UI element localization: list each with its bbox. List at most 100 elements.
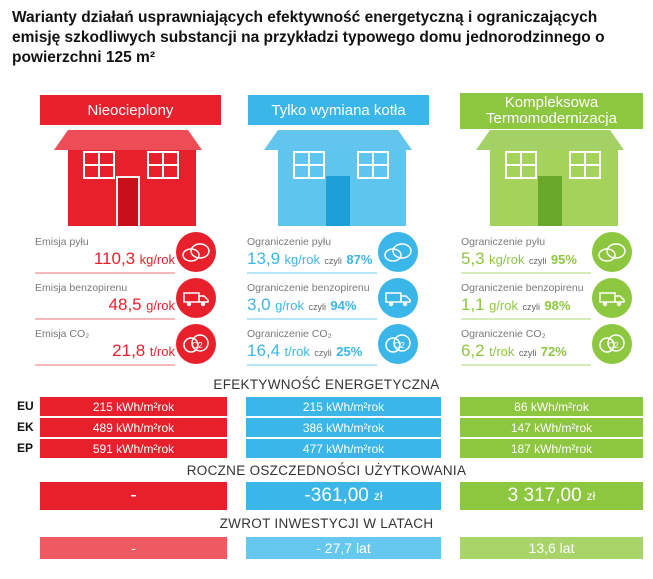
infographic-title: Warianty działań usprawniających efektyw… — [12, 9, 605, 66]
stat-benzopiren-red: Emisja benzopirenu 48,5 g/rok — [35, 282, 175, 315]
stat-czyli: czyli — [308, 302, 326, 312]
ek-bar-green: 147 kWh/m²rok — [460, 418, 643, 437]
stat-divider — [461, 364, 591, 366]
truck-icon — [378, 278, 418, 318]
stat-unit: kg/rok — [284, 252, 320, 267]
row-label-eu: EU — [17, 399, 34, 413]
savings-unit: zł — [586, 489, 596, 503]
stat-unit: t/rok — [284, 344, 310, 359]
stat-label: Ograniczenie pyłu — [461, 236, 546, 248]
savings-bar-blue: -361,00 zł — [246, 482, 441, 510]
stat-value: 5,3 — [461, 249, 485, 268]
payback-value: - 27,7 lat — [316, 540, 371, 556]
svg-text:O2: O2 — [608, 341, 619, 350]
stat-czyli: czyli — [528, 256, 547, 266]
column-header-boiler: Tylko wymiana kotła — [248, 95, 429, 125]
stat-percent: 94% — [330, 298, 357, 313]
svg-text:O2: O2 — [394, 341, 405, 350]
stat-unit: t/rok — [149, 344, 175, 359]
stat-divider — [247, 272, 377, 274]
stat-label: Emisja pyłu — [35, 236, 89, 248]
stat-divider — [35, 364, 175, 366]
stat-label: Ograniczenie benzopirenu — [247, 282, 370, 294]
stat-divider — [35, 272, 175, 274]
ep-bar-blue: 477 kWh/m²rok — [246, 439, 441, 458]
stat-value: 16,4 — [247, 341, 281, 360]
ek-bar-red: 489 kWh/m²rok — [40, 418, 227, 437]
stat-dust-red: Emisja pyłu 110,3 kg/rok — [35, 236, 175, 269]
house-blue-icon — [264, 130, 412, 226]
truck-icon — [176, 278, 216, 318]
stat-divider — [247, 318, 377, 320]
row-label-ep: EP — [17, 441, 34, 455]
co2-cloud-icon: O2 — [592, 324, 632, 364]
stat-czyli: czyli — [522, 302, 540, 312]
dust-cloud-icon — [176, 232, 216, 272]
payback-bar-blue: - 27,7 lat — [246, 537, 441, 559]
stat-divider — [247, 364, 377, 366]
savings-bar-red: - — [40, 482, 227, 510]
stat-dust-green: Ograniczenie pyłu 5,3 kg/rok czyli 95% — [461, 236, 591, 269]
stat-label: Ograniczenie CO₂ — [247, 328, 332, 340]
ep-bar-red: 591 kWh/m²rok — [40, 439, 227, 458]
stat-co2-green: Ograniczenie CO₂ 6,2 t/rok czyli 72% — [461, 328, 591, 361]
eu-bar-green: 86 kWh/m²rok — [460, 397, 643, 416]
stat-co2-blue: Ograniczenie CO₂ 16,4 t/rok czyli 25% — [247, 328, 377, 361]
savings-unit: zł — [373, 489, 383, 503]
stat-value: 6,2 — [461, 341, 485, 360]
row-label-ek: EK — [17, 420, 34, 434]
stat-value: 21,8 — [112, 341, 146, 360]
stat-label: Ograniczenie CO₂ — [461, 328, 546, 340]
stat-divider — [461, 272, 591, 274]
co2-cloud-icon: O2 — [176, 324, 216, 364]
stat-label: Emisja benzopirenu — [35, 282, 128, 294]
eu-bar-red: 215 kWh/m²rok — [40, 397, 227, 416]
savings-value: -361,00 — [304, 485, 369, 506]
stat-unit: g/rok — [146, 298, 175, 313]
stat-czyli: czyli — [324, 256, 342, 266]
co2-cloud-icon: O2 — [378, 324, 418, 364]
stat-unit: kg/rok — [489, 252, 525, 267]
house-green-icon — [476, 130, 624, 226]
stat-unit: g/rok — [275, 298, 304, 313]
stat-label: Ograniczenie pyłu — [247, 236, 332, 248]
column-header-label: Kompleksowa — [504, 94, 599, 111]
stat-percent: 98% — [544, 298, 571, 313]
stat-unit: g/rok — [489, 298, 518, 313]
dust-cloud-icon — [592, 232, 632, 272]
stat-co2-red: Emisja CO₂ 21,8 t/rok — [35, 328, 175, 361]
eu-bar-blue: 215 kWh/m²rok — [246, 397, 441, 416]
stat-value: 1,1 — [461, 295, 485, 314]
column-header-label: Nieocieplony — [87, 101, 174, 119]
dust-cloud-icon — [378, 232, 418, 272]
column-header-label-2: Termomodernizacja — [486, 110, 617, 127]
stat-benzopiren-green: Ograniczenie benzopirenu 1,1 g/rok czyli… — [461, 282, 591, 315]
section-title-savings: ROCZNE OSZCZEDNOŚCI UŻYTKOWANIA — [186, 463, 467, 478]
section-title-efficiency: EFEKTYWNOŚĆ ENERGETYCZNA — [213, 377, 440, 392]
savings-value: - — [130, 485, 137, 506]
payback-value: 13,6 lat — [528, 540, 575, 556]
stat-value: 3,0 — [247, 295, 271, 314]
stat-dust-blue: Ograniczenie pyłu 13,9 kg/rok czyli 87% — [247, 236, 377, 269]
house-red-icon — [54, 130, 202, 226]
savings-bar-green: 3 317,00 zł — [460, 482, 643, 510]
stat-benzopiren-blue: Ograniczenie benzopirenu 3,0 g/rok czyli… — [247, 282, 377, 315]
column-header-nieocieplony: Nieocieplony — [40, 95, 221, 125]
stat-czyli: czyli — [314, 348, 332, 358]
svg-text:O2: O2 — [192, 341, 203, 350]
savings-value: 3 317,00 — [507, 485, 582, 506]
ek-bar-blue: 386 kWh/m²rok — [246, 418, 441, 437]
stat-czyli: czyli — [518, 348, 537, 358]
stat-value: 13,9 — [247, 249, 281, 268]
stat-percent: 72% — [540, 344, 567, 359]
stat-value: 110,3 — [93, 249, 136, 268]
stat-label: Ograniczenie benzopirenu — [461, 282, 584, 294]
stat-percent: 95% — [550, 252, 577, 267]
stat-percent: 25% — [336, 344, 363, 359]
column-header-complex: Kompleksowa Termomodernizacja — [460, 93, 643, 129]
section-title-payback: ZWROT INWESTYCJI W LATACH — [219, 516, 434, 531]
stat-divider — [35, 318, 175, 320]
payback-bar-red: - — [40, 537, 227, 559]
stat-divider — [461, 318, 591, 320]
stat-unit: kg/rok — [139, 252, 175, 267]
